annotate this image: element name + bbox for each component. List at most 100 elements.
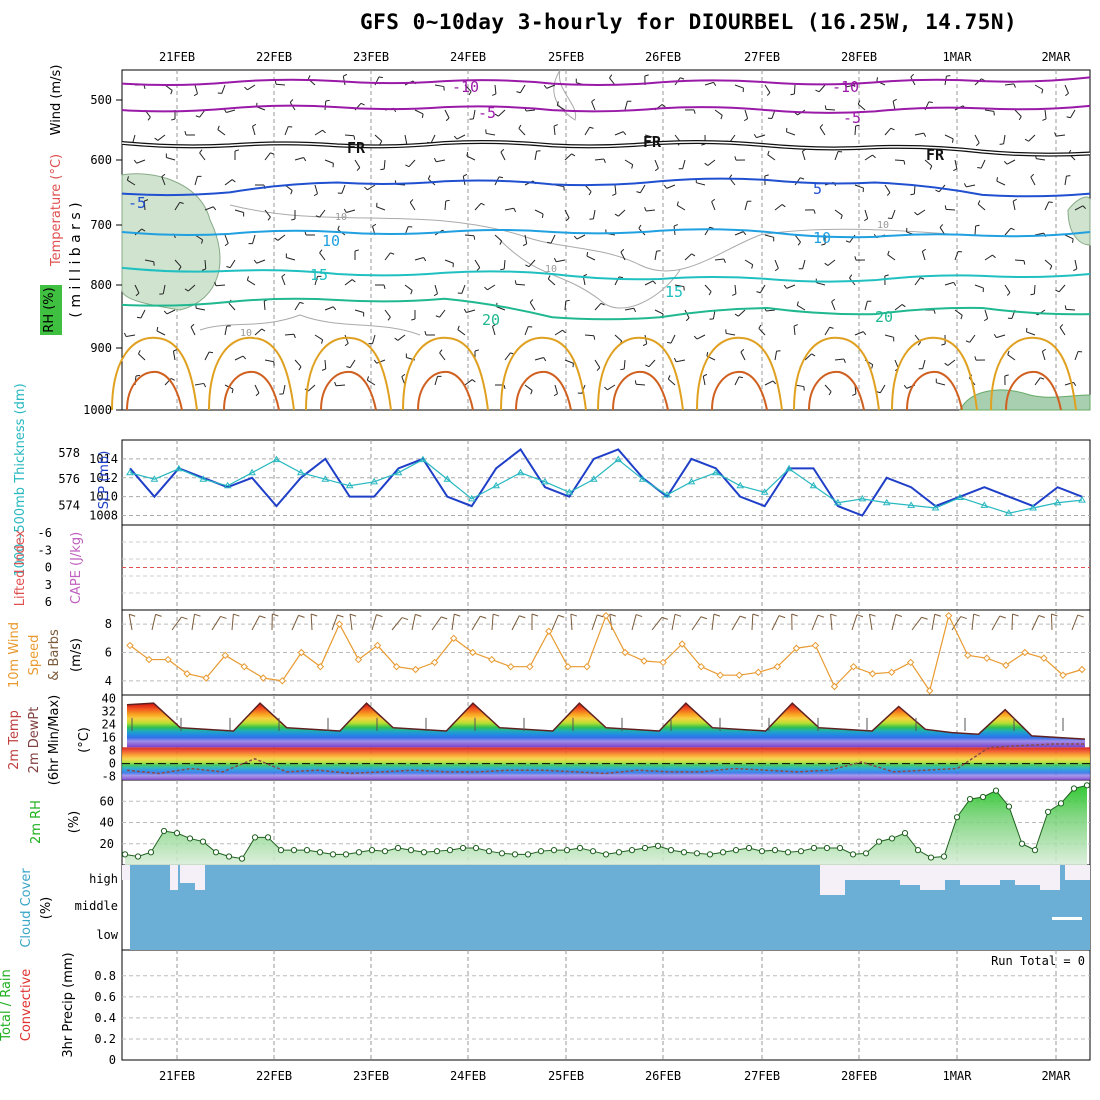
thickness-marker bbox=[711, 468, 720, 476]
wind10m-barb-flag bbox=[220, 615, 227, 619]
wind-barb-flag bbox=[975, 142, 980, 147]
rh-marker bbox=[745, 844, 753, 852]
wind-speed-marker bbox=[602, 611, 610, 620]
date-label-bottom: 27FEB bbox=[744, 1069, 780, 1083]
temp-30-contour bbox=[1005, 370, 1062, 411]
ylabel-rh2m: 2m RH bbox=[29, 800, 44, 844]
rh-marker bbox=[316, 849, 324, 856]
wind-barb bbox=[591, 101, 596, 111]
wind-barb-flag bbox=[492, 93, 497, 96]
rh-marker bbox=[823, 844, 831, 852]
wind-barb bbox=[281, 276, 286, 286]
wind-speed-marker bbox=[545, 627, 553, 635]
wind-barb bbox=[1026, 331, 1036, 336]
temp-tick-label: 24 bbox=[102, 717, 116, 731]
wind-barb-flag bbox=[217, 125, 220, 130]
wind-barb-flag bbox=[1059, 324, 1064, 328]
wind-barb bbox=[564, 300, 567, 311]
wind-barb-flag bbox=[476, 267, 481, 271]
rh-10-contour bbox=[229, 204, 961, 272]
wind-barb bbox=[550, 234, 556, 244]
thickness-marker bbox=[1053, 498, 1062, 506]
wind-barb bbox=[922, 359, 926, 369]
high-cloud-gap bbox=[1040, 865, 1060, 890]
wind-barb bbox=[825, 108, 836, 111]
rh-marker bbox=[238, 855, 246, 862]
wind-barb-flag bbox=[553, 124, 558, 127]
wind-barb-flag bbox=[1010, 227, 1015, 231]
wind-barb-flag bbox=[939, 224, 944, 228]
precip-tick-label: 0.8 bbox=[94, 969, 116, 983]
wind10m-barb-flag bbox=[480, 615, 487, 619]
wind-barb bbox=[774, 351, 778, 361]
wind-barb-flag bbox=[364, 186, 368, 191]
rh-marker bbox=[446, 847, 454, 854]
wind-speed-marker bbox=[1021, 648, 1029, 657]
wind-barb bbox=[576, 234, 586, 240]
wind-barb-flag bbox=[854, 256, 857, 261]
wind-barb-flag bbox=[742, 231, 747, 236]
rh-marker bbox=[797, 848, 805, 855]
rh-marker bbox=[979, 793, 987, 801]
wind10m-barb-flag bbox=[401, 617, 409, 621]
wind-barb bbox=[584, 127, 591, 136]
wind-barb-flag bbox=[453, 135, 458, 140]
wind-barb bbox=[738, 309, 746, 317]
ylabel-wind10m: Speed bbox=[27, 635, 42, 676]
wind-barb bbox=[1065, 308, 1076, 311]
wind-barb bbox=[294, 157, 304, 161]
contour-label: -5 bbox=[478, 104, 496, 122]
wind-barb-flag bbox=[293, 334, 296, 339]
wind-barb bbox=[247, 84, 256, 91]
wind-barb bbox=[974, 134, 980, 144]
ylabel-cloud-unit: (%) bbox=[39, 897, 54, 920]
ylabel-lifted-index: Lifted Index bbox=[13, 529, 28, 606]
rh-marker bbox=[641, 844, 649, 852]
wind-barb bbox=[224, 234, 229, 244]
wind10m-barb bbox=[231, 614, 234, 631]
wind10m-barb-flag bbox=[519, 615, 526, 619]
wind10m-barb-flag bbox=[856, 614, 864, 618]
wind-barb-flag bbox=[693, 109, 696, 114]
wind-barb bbox=[564, 209, 570, 219]
wind-barb bbox=[984, 309, 989, 319]
wind-barb-flag bbox=[751, 264, 754, 269]
wind-barb bbox=[228, 302, 236, 311]
wind-barb bbox=[264, 359, 274, 363]
wind-barb bbox=[744, 259, 753, 266]
wind-barb-flag bbox=[161, 173, 166, 177]
wind-barb bbox=[525, 109, 536, 112]
wind-barb bbox=[854, 331, 864, 336]
wind-speed-marker bbox=[983, 654, 991, 662]
wind-barb bbox=[996, 180, 1006, 186]
high-cloud-gap bbox=[180, 865, 195, 883]
wind-barb bbox=[252, 126, 256, 136]
wind-barb-flag bbox=[356, 167, 361, 171]
wind-barb-flag bbox=[289, 99, 294, 103]
high-cloud-gap bbox=[1000, 865, 1015, 880]
wind-barb-flag bbox=[903, 384, 908, 389]
wind-speed-marker bbox=[488, 655, 496, 664]
wind-barb-flag bbox=[553, 257, 557, 262]
temp-25-contour bbox=[305, 336, 392, 411]
high-cloud-gap bbox=[960, 865, 1000, 885]
wind-barb bbox=[284, 333, 295, 336]
wind-barb bbox=[553, 125, 556, 136]
wind-barb bbox=[974, 225, 977, 236]
wind-barb-flag bbox=[351, 279, 356, 283]
rh-marker bbox=[459, 844, 467, 852]
wind-barb-flag bbox=[484, 286, 488, 291]
wind10m-barb bbox=[591, 614, 598, 631]
wind-barb bbox=[504, 352, 511, 361]
wind-barb-flag bbox=[354, 249, 359, 252]
wind10m-barb-flag bbox=[233, 613, 240, 617]
wind-barb-flag bbox=[673, 357, 677, 362]
wind-barb bbox=[1044, 259, 1053, 267]
wind-barb bbox=[764, 234, 774, 238]
wind-barb bbox=[504, 207, 514, 211]
wind-barb bbox=[354, 159, 361, 168]
wind-barb-flag bbox=[828, 391, 832, 396]
wind-barb-flag bbox=[380, 168, 385, 171]
date-label-bottom: 28FEB bbox=[841, 1069, 877, 1083]
